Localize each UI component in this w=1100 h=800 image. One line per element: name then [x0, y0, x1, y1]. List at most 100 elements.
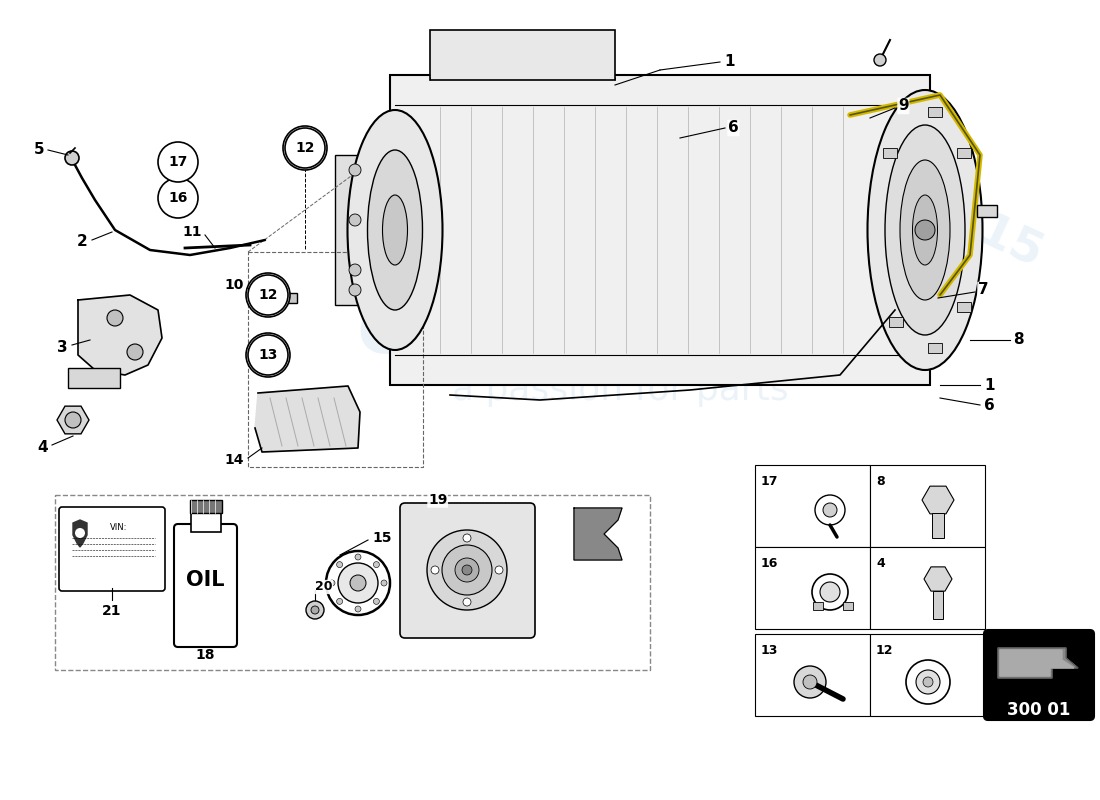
Circle shape: [349, 214, 361, 226]
Circle shape: [874, 54, 886, 66]
Circle shape: [256, 343, 280, 367]
Bar: [977, 205, 997, 217]
Polygon shape: [1000, 650, 1074, 676]
Bar: [755, 547, 870, 629]
Circle shape: [300, 143, 310, 153]
Text: 8: 8: [1013, 333, 1024, 347]
Circle shape: [306, 601, 324, 619]
Bar: [248, 252, 424, 467]
Text: 14: 14: [224, 453, 244, 467]
Text: 18: 18: [196, 648, 214, 662]
Text: 2: 2: [77, 234, 88, 250]
Circle shape: [495, 566, 503, 574]
Text: 9: 9: [898, 98, 909, 114]
Text: 17: 17: [761, 475, 779, 488]
Bar: [933, 591, 943, 619]
Bar: [870, 634, 984, 716]
Circle shape: [329, 580, 336, 586]
Circle shape: [916, 670, 940, 694]
Circle shape: [373, 562, 380, 568]
Text: eurospares: eurospares: [356, 290, 884, 370]
Text: 5: 5: [33, 142, 44, 158]
Text: 1: 1: [724, 54, 735, 70]
Circle shape: [427, 530, 507, 610]
Text: 19: 19: [428, 493, 448, 507]
Text: 21: 21: [102, 604, 122, 618]
FancyBboxPatch shape: [59, 507, 165, 591]
Circle shape: [337, 598, 342, 604]
Polygon shape: [574, 508, 622, 560]
Bar: [68, 368, 120, 388]
Bar: [843, 602, 852, 610]
Text: 1: 1: [984, 378, 994, 393]
Text: 12: 12: [258, 288, 277, 302]
Circle shape: [463, 534, 471, 542]
Circle shape: [326, 551, 390, 615]
Bar: [957, 302, 971, 312]
Ellipse shape: [886, 125, 965, 335]
Text: 20: 20: [315, 581, 332, 594]
Text: 300 01: 300 01: [1008, 701, 1070, 719]
Circle shape: [350, 575, 366, 591]
Bar: [889, 317, 903, 327]
Circle shape: [248, 275, 288, 315]
Circle shape: [337, 562, 342, 568]
Circle shape: [246, 273, 290, 317]
Text: 4: 4: [37, 439, 48, 454]
Text: 13: 13: [761, 644, 779, 657]
Text: 8: 8: [876, 475, 884, 488]
Circle shape: [263, 290, 273, 300]
Circle shape: [248, 335, 288, 375]
Text: 13: 13: [258, 348, 277, 362]
Bar: [191, 510, 221, 532]
Bar: [336, 155, 390, 305]
Polygon shape: [255, 386, 360, 452]
Polygon shape: [998, 648, 1078, 678]
Polygon shape: [78, 295, 162, 375]
Text: 6: 6: [728, 121, 739, 135]
Circle shape: [355, 554, 361, 560]
Bar: [928, 107, 943, 117]
Circle shape: [75, 528, 85, 538]
Ellipse shape: [868, 90, 982, 370]
Circle shape: [283, 126, 327, 170]
Bar: [55, 495, 650, 670]
Bar: [870, 547, 984, 629]
Circle shape: [349, 264, 361, 276]
Ellipse shape: [383, 195, 407, 265]
Text: 12: 12: [876, 644, 893, 657]
Polygon shape: [73, 520, 87, 547]
Text: 12: 12: [295, 141, 315, 155]
Text: 3: 3: [57, 339, 68, 354]
Text: 11: 11: [183, 225, 202, 239]
Circle shape: [338, 563, 378, 603]
Text: 16: 16: [168, 191, 188, 205]
Text: OIL: OIL: [186, 570, 224, 590]
Text: a passion for parts: a passion for parts: [452, 373, 789, 407]
Circle shape: [311, 606, 319, 614]
Circle shape: [355, 606, 361, 612]
Ellipse shape: [900, 160, 950, 300]
Text: 7: 7: [978, 282, 989, 298]
Circle shape: [246, 333, 290, 377]
Circle shape: [65, 412, 81, 428]
Circle shape: [823, 503, 837, 517]
Circle shape: [803, 675, 817, 689]
Circle shape: [431, 566, 439, 574]
Circle shape: [373, 598, 380, 604]
Text: 10: 10: [224, 278, 244, 292]
Circle shape: [812, 574, 848, 610]
Circle shape: [923, 677, 933, 687]
Bar: [883, 148, 898, 158]
Circle shape: [107, 310, 123, 326]
Bar: [755, 465, 870, 547]
Circle shape: [158, 178, 198, 218]
Ellipse shape: [913, 195, 937, 265]
Circle shape: [463, 598, 471, 606]
FancyBboxPatch shape: [984, 630, 1094, 720]
Ellipse shape: [367, 150, 422, 310]
Text: 16: 16: [761, 557, 779, 570]
Text: VIN:: VIN:: [110, 522, 128, 531]
Text: 17: 17: [168, 155, 188, 169]
Text: 15: 15: [372, 531, 392, 545]
